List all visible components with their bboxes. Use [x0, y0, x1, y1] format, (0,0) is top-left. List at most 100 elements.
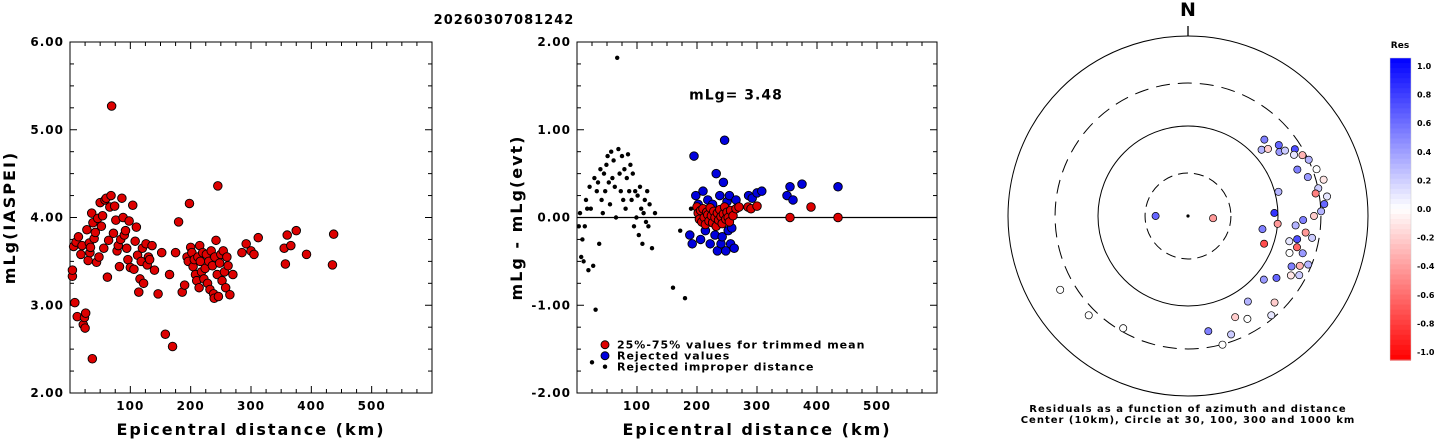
data-point-improper [619, 153, 625, 159]
data-point-improper [583, 197, 589, 203]
y-tick-label: 2.00 [537, 35, 571, 49]
station-residual-point [1273, 219, 1282, 228]
colorbar-segment [1390, 98, 1411, 104]
colorbar-segment [1390, 209, 1411, 215]
colorbar-segment [1390, 103, 1411, 109]
colorbar-tick-label: 0.4 [1417, 148, 1432, 157]
data-point [291, 225, 302, 236]
colorbar-segment [1390, 68, 1411, 74]
station-residual-point [1151, 212, 1160, 220]
station-residual-point [1303, 173, 1312, 182]
colorbar-tick-label: -0.6 [1417, 291, 1435, 300]
station-residual-point [1227, 330, 1236, 339]
station-residual-point [1317, 207, 1326, 216]
colorbar-segment [1390, 158, 1411, 165]
station-residual-point [1323, 192, 1331, 201]
colorbar-segment [1390, 219, 1411, 225]
x-axis-label: Epicentral distance (km) [622, 420, 891, 439]
data-point [328, 229, 339, 239]
data-point-rejected [687, 239, 697, 249]
data-point [114, 261, 125, 272]
colorbar-segment [1390, 284, 1411, 291]
data-point-improper [588, 206, 593, 211]
data-point [785, 212, 795, 223]
station-residual-point [1293, 165, 1302, 174]
y-tick-label: 2.00 [30, 386, 64, 400]
colorbar-segment [1390, 264, 1411, 270]
station-residual-point [1295, 261, 1304, 270]
x-tick-label: 400 [803, 399, 831, 413]
colorbar-segment [1390, 269, 1411, 276]
colorbar-segment [1390, 178, 1411, 185]
data-point-improper [581, 259, 586, 264]
y-tick-label: 3.00 [30, 298, 64, 312]
station-residual-point [1258, 225, 1267, 234]
data-point-rejected [785, 182, 795, 192]
data-point [220, 282, 231, 293]
data-point [327, 260, 338, 270]
x-axis-label: Epicentral distance (km) [116, 420, 385, 439]
data-point-improper [631, 224, 637, 229]
data-point-improper [636, 232, 641, 238]
data-point-improper [688, 206, 694, 211]
circle-100km [1097, 125, 1279, 307]
data-point-improper [606, 180, 611, 185]
data-point-improper [682, 296, 688, 301]
data-point-rejected [729, 243, 739, 253]
data-point [127, 200, 138, 210]
data-point [249, 249, 259, 260]
station-residual-point [1209, 214, 1218, 223]
data-point [752, 201, 762, 211]
station-residual-point [1260, 135, 1269, 144]
colorbar-segment [1390, 113, 1411, 119]
data-point [96, 221, 107, 232]
polar-chart: N Residuals as a function of azimuth and … [1007, 0, 1369, 426]
circle-30km [1144, 172, 1232, 260]
x-tick-label: 200 [177, 399, 205, 413]
legend-marker [600, 340, 610, 350]
station-residual-point [1308, 233, 1317, 242]
data-point-rejected [717, 232, 727, 242]
colorbar-segment [1390, 214, 1411, 220]
station-residual-point [1290, 150, 1298, 159]
data-point-rejected [833, 182, 843, 192]
data-point-improper [643, 219, 649, 225]
data-point [222, 252, 232, 262]
station-residual-point [1291, 221, 1300, 230]
data-point [156, 247, 167, 258]
colorbar-segment [1390, 58, 1411, 64]
data-point-improper [616, 146, 621, 152]
colorbar-segment [1390, 334, 1411, 341]
data-point-improper [637, 184, 643, 189]
data-point [301, 249, 312, 260]
station-residual-point [1312, 165, 1321, 174]
station-residual-point [1056, 285, 1065, 294]
x-tick-label: 300 [743, 399, 771, 413]
data-point-improper [617, 171, 622, 176]
data-point-improper [627, 188, 632, 194]
colorbar-segment [1390, 198, 1411, 205]
data-point-improper [586, 267, 591, 273]
data-point-improper [587, 184, 592, 189]
colorbar-segment [1390, 133, 1411, 140]
circle-300km [1054, 82, 1322, 350]
data-point-improper [621, 197, 626, 203]
data-point-rejected [788, 195, 798, 205]
station-residual-point [1319, 175, 1328, 184]
data-point-improper [623, 206, 628, 211]
station-residual-point [1231, 313, 1240, 322]
data-point-improper [628, 162, 633, 168]
data-point [241, 239, 251, 249]
data-point [106, 101, 117, 111]
station-residual-point [1257, 145, 1266, 154]
data-point [173, 217, 184, 227]
data-point [286, 240, 296, 251]
station-residual-point [1286, 271, 1295, 280]
station-residual-point [1270, 209, 1279, 217]
data-point-rejected [695, 234, 706, 245]
data-point-improper [610, 175, 615, 181]
data-point-improper [646, 224, 651, 229]
station-residual-point [1311, 189, 1320, 198]
data-point-rejected [724, 190, 735, 201]
data-point-rejected [711, 168, 721, 179]
